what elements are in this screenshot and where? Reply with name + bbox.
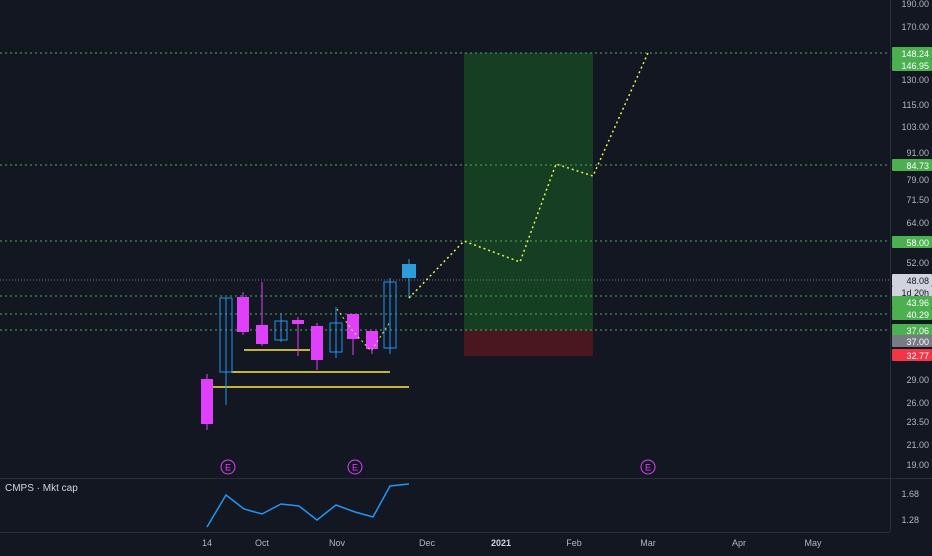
- time-label: May: [804, 538, 822, 548]
- earnings-marker-label: E: [352, 463, 358, 473]
- price-tag: [892, 159, 932, 171]
- price-tick-label: 79.00: [906, 175, 929, 185]
- price-tick-label: 29.00: [906, 375, 929, 385]
- time-axis-labels: 14 Oct Nov Dec 2021 Feb Mar Apr May: [202, 538, 822, 548]
- earnings-marker: [640, 459, 656, 475]
- indicator-scale-labels: 1.68 1.28: [901, 489, 919, 525]
- candle-body: [219, 297, 233, 373]
- price-tag-label: 48.08: [906, 276, 929, 286]
- earnings-marker: [347, 459, 363, 475]
- price-tag-label: 37.00: [906, 337, 929, 347]
- history-path: [336, 308, 391, 352]
- candle-body: [237, 297, 249, 332]
- price-scale-labels: 190.00 170.00 148.24 146.95 130.00 115.00 103.…: [892, 0, 932, 470]
- candle-body: [366, 331, 378, 349]
- time-label: Dec: [419, 538, 436, 548]
- earnings-marker: [220, 459, 236, 475]
- price-tick-label: 190.00: [901, 0, 929, 9]
- candle-body: [329, 322, 343, 353]
- price-tag-label: 84.73: [906, 161, 929, 171]
- indicator-label[interactable]: CMPS · Mkt cap: [5, 483, 78, 494]
- candle-body: [347, 314, 359, 339]
- time-label: Feb: [566, 538, 582, 548]
- price-tick-label: 19.00: [906, 460, 929, 470]
- price-tick-label: 21.00: [906, 440, 929, 450]
- candle-body: [201, 379, 213, 424]
- time-label: 14: [202, 538, 212, 548]
- target-zone: [464, 53, 593, 330]
- stop-zone: [464, 330, 593, 356]
- price-tag: [892, 59, 932, 71]
- price-tick-label: 115.00: [902, 100, 929, 110]
- price-tick-label: 64.00: [906, 218, 929, 228]
- time-label: 2021: [491, 538, 511, 548]
- price-tag-label: 43.96: [906, 298, 929, 308]
- indicator-chart: [206, 483, 410, 528]
- price-tick-label: 52.00: [906, 258, 929, 268]
- price-tag: [892, 236, 932, 248]
- time-label: Oct: [255, 538, 270, 548]
- price-tick-label: 23.50: [906, 417, 929, 427]
- indicator-tick-label: 1.28: [901, 515, 919, 525]
- earnings-marker-label: E: [645, 463, 651, 473]
- pane-separator[interactable]: [0, 478, 932, 479]
- indicator-line: [206, 483, 410, 528]
- price-tick-label: 91.00: [906, 148, 929, 158]
- indicator-tick-label: 1.68: [901, 489, 919, 499]
- price-tag: [892, 286, 932, 298]
- indicator-scale[interactable]: 1.68 1.28: [890, 479, 932, 532]
- price-tag-label: 58.00: [906, 238, 929, 248]
- candle-body: [402, 264, 416, 278]
- earnings-marker-label: E: [225, 463, 231, 473]
- candle-body: [292, 320, 304, 324]
- price-tag-label: 1d 20h: [901, 288, 929, 298]
- time-label: Mar: [640, 538, 656, 548]
- price-tick-label: 71.50: [906, 195, 929, 205]
- price-tag-label: 32.77: [906, 351, 929, 361]
- price-tag-label: 146.95: [901, 61, 929, 71]
- price-tag: [892, 308, 932, 320]
- price-tag-label: 37.06: [906, 326, 929, 336]
- candle-body: [256, 325, 268, 344]
- price-tag: [892, 349, 932, 361]
- candle-body: [311, 326, 323, 360]
- price-scale[interactable]: 190.00 170.00 148.24 146.95 130.00 115.00 103.…: [890, 0, 932, 478]
- time-label: Nov: [329, 538, 346, 548]
- forecast-path: [408, 52, 649, 299]
- candle-body: [274, 320, 288, 341]
- indicator-pane[interactable]: [0, 479, 890, 532]
- price-tag: [892, 47, 932, 59]
- price-tag: [892, 296, 932, 308]
- candle-body: [383, 281, 397, 349]
- price-tag: [892, 335, 932, 347]
- price-tick-label: 170.00: [901, 22, 929, 32]
- price-tag: [892, 274, 932, 286]
- time-axis[interactable]: 14 Oct Nov Dec 2021 Feb Mar Apr May: [0, 532, 890, 551]
- price-tag-label: 148.24: [901, 49, 929, 59]
- price-tick-label: 26.00: [906, 398, 929, 408]
- price-tag: [892, 324, 932, 336]
- price-tick-label: 103.00: [901, 122, 929, 132]
- price-tick-label: 130.00: [901, 75, 929, 85]
- time-label: Apr: [732, 538, 746, 548]
- price-tag-label: 40.29: [906, 310, 929, 320]
